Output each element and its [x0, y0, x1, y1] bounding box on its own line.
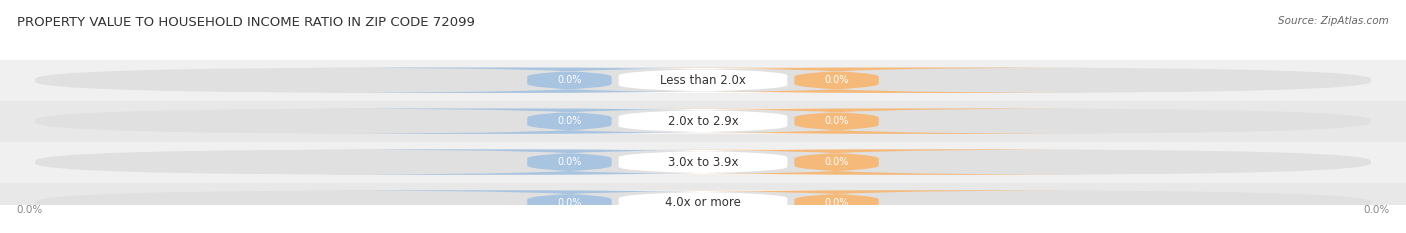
Text: 0.0%: 0.0% — [557, 116, 582, 126]
Text: 0.0%: 0.0% — [17, 205, 44, 215]
FancyBboxPatch shape — [298, 68, 841, 93]
FancyBboxPatch shape — [565, 109, 1108, 134]
Text: 2.0x to 2.9x: 2.0x to 2.9x — [668, 115, 738, 128]
FancyBboxPatch shape — [35, 149, 1371, 175]
FancyBboxPatch shape — [513, 68, 893, 93]
Text: Source: ZipAtlas.com: Source: ZipAtlas.com — [1278, 16, 1389, 26]
FancyBboxPatch shape — [298, 109, 841, 134]
FancyBboxPatch shape — [513, 109, 893, 134]
Text: 0.0%: 0.0% — [557, 75, 582, 85]
Bar — [0, 142, 1406, 182]
Bar — [0, 182, 1406, 223]
Bar — [0, 101, 1406, 142]
FancyBboxPatch shape — [513, 149, 893, 175]
FancyBboxPatch shape — [35, 68, 1371, 93]
Text: 0.0%: 0.0% — [557, 157, 582, 167]
FancyBboxPatch shape — [298, 149, 841, 175]
FancyBboxPatch shape — [513, 190, 893, 216]
Text: 0.0%: 0.0% — [824, 198, 849, 208]
Text: Less than 2.0x: Less than 2.0x — [659, 74, 747, 87]
FancyBboxPatch shape — [298, 190, 841, 216]
Text: 4.0x or more: 4.0x or more — [665, 196, 741, 209]
Bar — [0, 60, 1406, 101]
Text: PROPERTY VALUE TO HOUSEHOLD INCOME RATIO IN ZIP CODE 72099: PROPERTY VALUE TO HOUSEHOLD INCOME RATIO… — [17, 16, 475, 29]
Text: 0.0%: 0.0% — [824, 157, 849, 167]
FancyBboxPatch shape — [35, 190, 1371, 216]
FancyBboxPatch shape — [565, 149, 1108, 175]
Text: 0.0%: 0.0% — [824, 75, 849, 85]
Text: 0.0%: 0.0% — [824, 116, 849, 126]
FancyBboxPatch shape — [565, 190, 1108, 216]
FancyBboxPatch shape — [565, 68, 1108, 93]
FancyBboxPatch shape — [35, 109, 1371, 134]
Text: 0.0%: 0.0% — [557, 198, 582, 208]
Text: 3.0x to 3.9x: 3.0x to 3.9x — [668, 156, 738, 169]
Text: 0.0%: 0.0% — [1362, 205, 1389, 215]
